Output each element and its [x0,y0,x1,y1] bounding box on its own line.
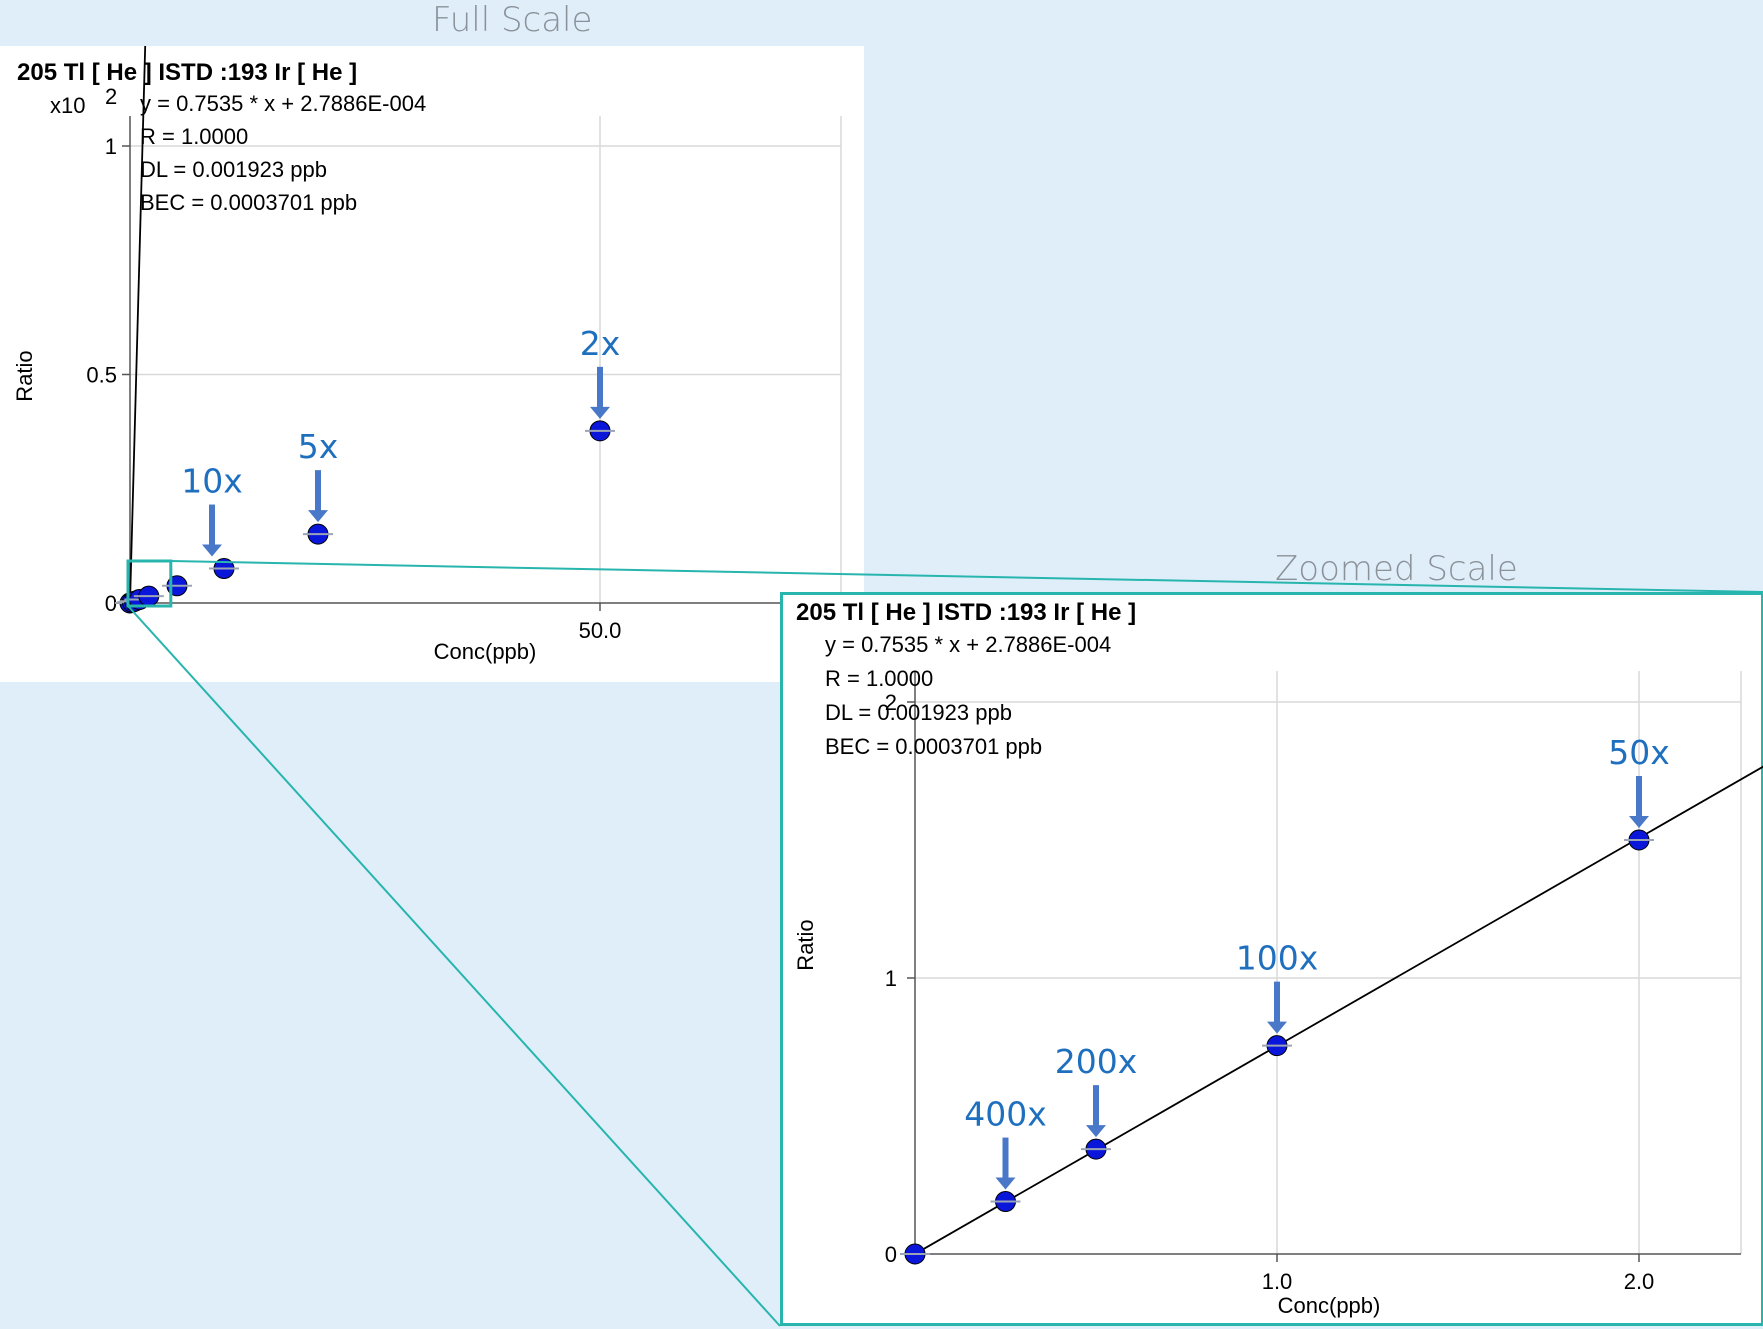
zoomed-scale-chart: 0 1 2 1.0 2.0 205 Tl [ He ] ISTD :193 Ir [ He… [793,599,1763,1318]
x-tick-label: 1.0 [1262,1269,1293,1294]
zoomed-scale-panel: 0 1 2 1.0 2.0 205 Tl [ He ] ISTD :193 Ir [ He… [780,592,1763,1326]
chart-title: 205 Tl [ He ] ISTD :193 Ir [ He ] [796,599,1136,626]
fit-line [914,765,1763,1255]
annotation-label: 100x [1236,939,1319,978]
annotation-label: 50x [1608,733,1670,772]
zoom-connector-bottom [127,605,781,1327]
y-multiplier-exponent: 2 [105,84,117,109]
annotation-arrow-head [308,510,328,523]
y-tick-label: 1 [885,966,897,991]
annotation-label: 2x [580,324,621,363]
annotation-label: 10x [181,462,243,501]
annotation-arrow-head [1086,1125,1106,1138]
equation-line1: y = 0.7535 * x + 2.7886E-004 [825,632,1111,657]
y-tick-label: 0 [885,1242,897,1267]
y-multiplier-label: x10 [50,93,85,118]
annotation-arrow-head [1267,1021,1287,1034]
annotation-label: 400x [964,1095,1047,1134]
equation-line1: y = 0.7535 * x + 2.7886E-004 [140,91,426,116]
annotation-arrow-head [1629,816,1649,828]
y-axis-label: Ratio [12,350,37,401]
annotation-label: 5x [298,427,339,466]
annotation-arrow-head [202,544,222,557]
equation-line3: DL = 0.001923 ppb [140,157,327,182]
y-tick-label: 0 [105,591,117,616]
zoomed-scale-caption: Zoomed Scale [1275,549,1518,589]
x-axis-label: Conc(ppb) [434,639,537,664]
x-axis-label: Conc(ppb) [1278,1293,1381,1318]
y-tick-label: 1 [105,134,117,159]
equation-line4: BEC = 0.0003701 ppb [140,190,357,215]
annotation-arrow-head [995,1177,1016,1190]
equation-line2: R = 1.0000 [140,124,248,149]
annotation-label: 200x [1055,1042,1138,1081]
y-tick-label: 2 [885,690,897,715]
equation-line2: R = 1.0000 [825,666,933,691]
chart-title: 205 Tl [ He ] ISTD :193 Ir [ He ] [17,59,357,86]
full-scale-caption: Full Scale [432,0,593,40]
annotation-arrow-head [590,406,610,419]
x-tick-label: 50.0 [579,618,622,643]
x-tick-label: 2.0 [1624,1269,1655,1294]
y-tick-label: 0.5 [86,363,117,388]
equation-line4: BEC = 0.0003701 ppb [825,734,1042,759]
y-axis-label: Ratio [793,919,818,970]
equation-line3: DL = 0.001923 ppb [825,700,1012,725]
